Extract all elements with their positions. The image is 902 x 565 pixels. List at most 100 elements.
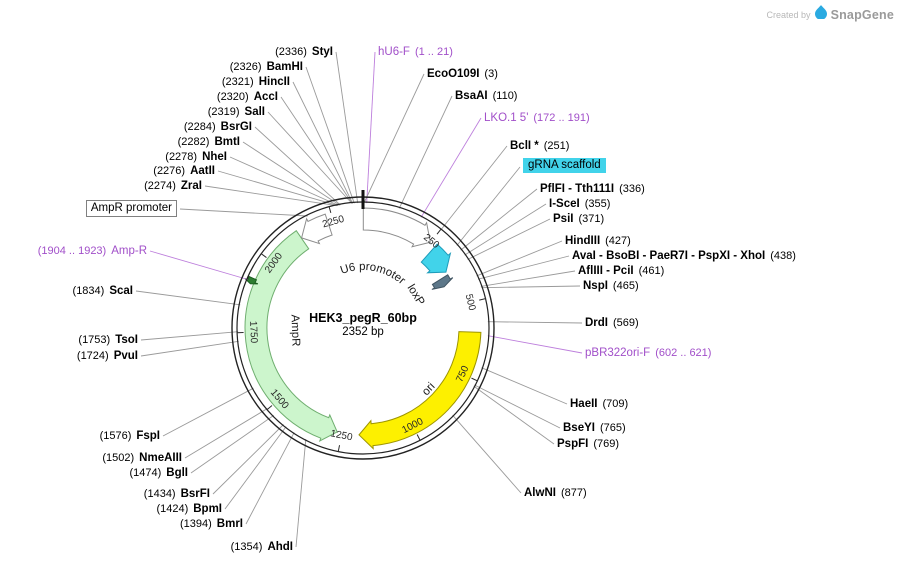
- site-label-aatii[interactable]: (2276) AatII: [153, 163, 215, 179]
- site-label-afliii-pcii[interactable]: AflIII - PciI (461): [578, 263, 664, 279]
- label-name: HincII: [258, 76, 290, 88]
- leader-line-bmti: [242, 141, 341, 206]
- feature-arc-grna-scaffold[interactable]: [420, 243, 452, 274]
- label-position: (2321): [221, 76, 254, 88]
- site-label-nspi[interactable]: NspI (465): [583, 278, 639, 294]
- feature-arc-amp-r-primer-arrow[interactable]: [244, 275, 259, 285]
- leader-line-nmeaiii: [184, 408, 268, 459]
- label-position: (2278): [165, 151, 198, 163]
- leader-line-ecoo109i: [363, 73, 425, 204]
- label-position: (1424): [156, 503, 189, 515]
- feature-arc-loxp[interactable]: [431, 274, 454, 290]
- label-position: (1394): [180, 518, 212, 530]
- label-name: FspI: [136, 430, 160, 442]
- label-position: (355): [584, 198, 611, 210]
- label-name: PvuI: [113, 350, 138, 362]
- site-label-ahdi[interactable]: (1354) AhdI: [231, 539, 293, 555]
- site-label-bsaai[interactable]: BsaAI (110): [455, 88, 517, 104]
- primer-label-lko-1-5[interactable]: LKO.1 5' (172 .. 191): [484, 110, 590, 126]
- site-label-hindiii[interactable]: HindIII (427): [565, 233, 631, 249]
- site-label-alwni[interactable]: AlwNI (877): [524, 485, 587, 501]
- site-label-bcli[interactable]: BclI * (251): [510, 138, 569, 154]
- label-name: HaeII: [570, 398, 598, 410]
- snapgene-watermark[interactable]: Created by SnapGene: [767, 5, 894, 24]
- feature-arc-ampr[interactable]: [244, 230, 338, 443]
- feature-arc-u6-promoter[interactable]: [362, 207, 431, 248]
- label-name: SalI: [244, 106, 265, 118]
- site-label-styi[interactable]: (2336) StyI: [275, 44, 333, 60]
- leader-line-ampr-promoter: [179, 208, 308, 217]
- site-label-bmri[interactable]: (1394) BmrI: [180, 516, 243, 532]
- watermark-created-by: Created by: [766, 9, 811, 20]
- site-label-haeii[interactable]: HaeII (709): [570, 396, 628, 412]
- primer-label-hu6-f[interactable]: hU6-F (1 .. 21): [378, 44, 453, 60]
- site-label-pspfi[interactable]: PspFI (769): [557, 436, 619, 452]
- label-name: BglI: [166, 467, 188, 479]
- site-label-pvui[interactable]: (1724) PvuI: [77, 348, 138, 364]
- site-label-acci[interactable]: (2320) AccI: [217, 89, 278, 105]
- site-label-nmeaiii[interactable]: (1502) NmeAIII: [102, 450, 182, 466]
- label-name: AatII: [190, 165, 215, 177]
- tick-mark-1500: [266, 405, 273, 411]
- label-position: (461): [638, 265, 665, 277]
- site-label-fspi[interactable]: (1576) FspI: [100, 428, 160, 444]
- label-name: LKO.1 5': [484, 112, 529, 124]
- label-position: (1576): [99, 430, 132, 442]
- site-label-scai[interactable]: (1834) ScaI: [73, 283, 133, 299]
- tick-label-500: 500: [463, 293, 478, 312]
- leader-line-bpmi: [224, 426, 287, 510]
- feature-label-loxp[interactable]: loxP: [405, 282, 427, 308]
- site-label-bsrgi[interactable]: (2284) BsrGI: [184, 119, 252, 135]
- site-label-ecoo109i[interactable]: EcoO109I (3): [427, 66, 498, 82]
- label-position: (172 .. 191): [533, 112, 590, 124]
- site-label-avai-bsobi-paer7i-pspxi-xhoi[interactable]: AvaI - BsoBI - PaeR7I - PspXI - XhoI (438…: [572, 248, 796, 264]
- site-label-bmti[interactable]: (2282) BmtI: [178, 134, 240, 150]
- label-position: (1904 .. 1923): [37, 245, 107, 257]
- site-label-i-scei[interactable]: I-SceI (355): [549, 196, 610, 212]
- leader-line-bsaai: [398, 95, 453, 209]
- label-position: (1474): [129, 467, 162, 479]
- site-label-bseyi[interactable]: BseYI (765): [563, 420, 626, 436]
- feature-label-ampr[interactable]: AmpR: [288, 314, 301, 346]
- site-label-sali[interactable]: (2319) SalI: [208, 104, 265, 120]
- label-position: (1354): [230, 541, 263, 553]
- primer-label-amp-r[interactable]: (1904 .. 1923) Amp-R: [38, 243, 147, 259]
- label-name: BmrI: [216, 518, 243, 530]
- site-label-zrai[interactable]: (2274) ZraI: [144, 178, 202, 194]
- label-name: Amp-R: [111, 245, 147, 257]
- site-label-bsrfi[interactable]: (1434) BsrFI: [144, 486, 210, 502]
- label-name: BsaAI: [455, 90, 488, 102]
- site-label-bamhi[interactable]: (2326) BamHI: [230, 59, 303, 75]
- primer-label-pbr322ori-f[interactable]: pBR322ori-F (602 .. 621): [585, 345, 711, 361]
- leader-line-sali: [267, 111, 353, 204]
- label-name: gRNA scaffold: [528, 159, 601, 171]
- site-label-hincii[interactable]: (2321) HincII: [222, 74, 290, 90]
- site-label-pflfi-tth111i[interactable]: PflFI - Tth111I (336): [540, 181, 645, 197]
- snapgene-logo-icon: [814, 5, 827, 24]
- leader-line-fspi: [162, 387, 254, 437]
- site-label-drdi[interactable]: DrdI (569): [585, 315, 639, 331]
- label-name: BseYI: [563, 422, 595, 434]
- label-position: (769): [593, 438, 619, 450]
- site-label-nhei[interactable]: (2278) NheI: [165, 149, 227, 165]
- label-position: (1724): [76, 350, 109, 362]
- tick-mark-500: [479, 298, 487, 301]
- label-name: BamHI: [266, 61, 303, 73]
- leader-line-bgli: [190, 415, 274, 474]
- label-name: AccI: [253, 91, 278, 103]
- site-label-psii[interactable]: PsiI (371): [553, 211, 604, 227]
- site-label-tsoi[interactable]: (1753) TsoI: [78, 332, 138, 348]
- label-position: (2276): [153, 165, 186, 177]
- label-position: (1834): [72, 285, 105, 297]
- feature-arc-ampr-promoter-arrow[interactable]: [300, 213, 333, 245]
- site-label-bpmi[interactable]: (1424) BpmI: [156, 501, 222, 517]
- label-name: BsrFI: [180, 488, 210, 500]
- feature-label-ampr-promoter[interactable]: AmpR promoter: [85, 200, 177, 217]
- leader-line-styi: [335, 51, 359, 204]
- feature-arc-ori[interactable]: [358, 331, 482, 450]
- site-label-bgli[interactable]: (1474) BglI: [129, 465, 188, 481]
- label-name: NheI: [202, 151, 227, 163]
- feature-label-u6-promoter[interactable]: U6 promoter: [339, 261, 408, 287]
- watermark-brand: SnapGene: [830, 7, 894, 22]
- feature-label-grna-scaffold[interactable]: gRNA scaffold: [523, 158, 606, 173]
